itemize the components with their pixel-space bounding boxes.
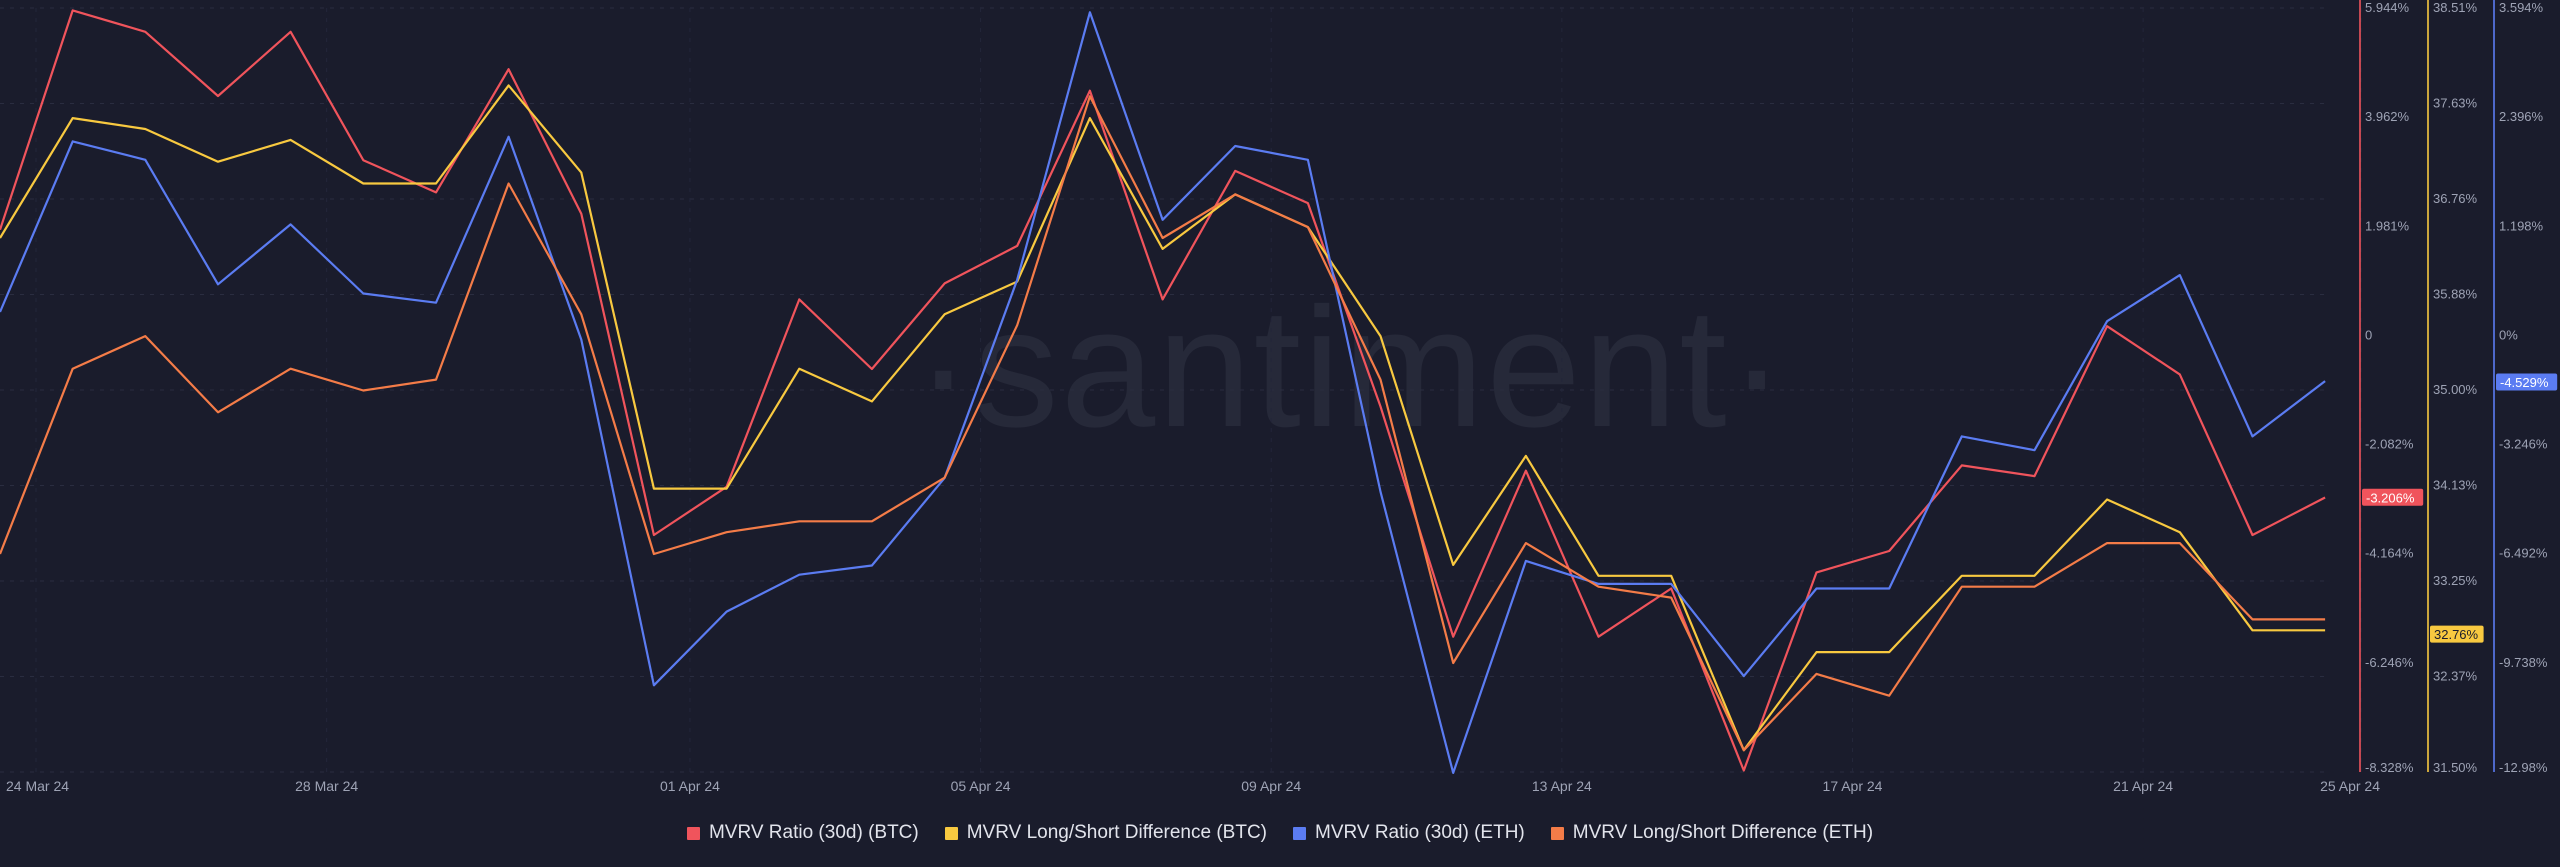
y-tick-label: 3.594% — [2499, 0, 2544, 15]
y-tick-label: 33.25% — [2433, 573, 2478, 588]
x-tick-label: 28 Mar 24 — [295, 778, 358, 794]
legend-item-1[interactable]: MVRV Long/Short Difference (BTC) — [944, 822, 1267, 844]
legend-item-0[interactable]: MVRV Ratio (30d) (BTC) — [686, 822, 919, 844]
x-tick-label: 13 Apr 24 — [1532, 778, 1592, 794]
current-value-label: -4.529% — [2500, 375, 2549, 390]
y-tick-label: 37.63% — [2433, 96, 2478, 111]
y-tick-label: 31.50% — [2433, 760, 2478, 775]
y-tick-label: 36.76% — [2433, 191, 2478, 206]
y-tick-label: 0 — [2365, 327, 2372, 342]
y-tick-label: 34.13% — [2433, 478, 2478, 493]
current-value-label: 32.76% — [2434, 627, 2479, 642]
series-line-1 — [0, 84, 2326, 752]
y-tick-label: -6.492% — [2499, 546, 2548, 561]
legend-label: MVRV Ratio (30d) (BTC) — [708, 822, 919, 843]
legend-item-2[interactable]: MVRV Ratio (30d) (ETH) — [1293, 822, 1525, 844]
grid — [0, 7, 2362, 773]
legend-swatch — [686, 826, 700, 840]
y-tick-label: -9.738% — [2499, 655, 2548, 670]
x-tick-label: 21 Apr 24 — [2113, 778, 2173, 794]
legend: MVRV Ratio (30d) (BTC) MVRV Long/Short Di… — [0, 818, 2560, 848]
legend-swatch — [1550, 826, 1564, 840]
y-tick-label: -6.246% — [2365, 655, 2414, 670]
series-line-3 — [0, 95, 2326, 752]
watermark: ·santiment· — [915, 273, 1788, 463]
current-value-badge — [2362, 488, 2424, 506]
current-value-badge — [2430, 625, 2484, 643]
legend-swatch — [944, 826, 958, 840]
y-tick-label: 1.981% — [2365, 218, 2410, 233]
x-tick-label: 24 Mar 24 — [6, 778, 69, 794]
y-tick-label: -8.328% — [2365, 760, 2414, 775]
current-value-badge — [2496, 373, 2558, 391]
x-tick-label: 05 Apr 24 — [951, 778, 1011, 794]
x-tick-label: 25 Apr 24 — [2320, 778, 2380, 794]
x-tick-label: 01 Apr 24 — [660, 778, 720, 794]
current-value-label: -3.206% — [2366, 490, 2415, 505]
legend-label: MVRV Long/Short Difference (ETH) — [1572, 822, 1874, 843]
legend-label: MVRV Ratio (30d) (ETH) — [1315, 822, 1525, 843]
series-line-2 — [0, 11, 2326, 775]
legend-label: MVRV Long/Short Difference (BTC) — [966, 822, 1267, 843]
legend-swatch — [1293, 826, 1306, 840]
y-tick-label: 32.37% — [2433, 669, 2478, 684]
x-tick-label: 17 Apr 24 — [1823, 778, 1883, 794]
y-tick-label: 2.396% — [2499, 109, 2544, 124]
x-tick-label: 09 Apr 24 — [1241, 778, 1301, 794]
y-tick-label: 0% — [2499, 327, 2518, 342]
series-line-0 — [0, 9, 2326, 772]
y-tick-label: 3.962% — [2365, 109, 2410, 124]
y-tick-label: 38.51% — [2433, 0, 2478, 15]
y-tick-label: 1.198% — [2499, 218, 2544, 233]
series-lines — [0, 9, 2326, 775]
y-tick-label: -4.164% — [2365, 546, 2414, 561]
axes: 24 Mar 24 28 Mar 24 01 Apr 24 05 Apr 24 09 A… — [6, 0, 2558, 794]
y-tick-label: -3.246% — [2499, 437, 2548, 452]
y-tick-label: -12.98% — [2499, 760, 2548, 775]
y-tick-label: 5.944% — [2365, 0, 2410, 15]
y-tick-label: -2.082% — [2365, 437, 2414, 452]
y-tick-label: 35.88% — [2433, 287, 2478, 302]
legend-item-3[interactable]: MVRV Long/Short Difference (ETH) — [1550, 822, 1874, 844]
y-tick-label: 35.00% — [2433, 382, 2478, 397]
